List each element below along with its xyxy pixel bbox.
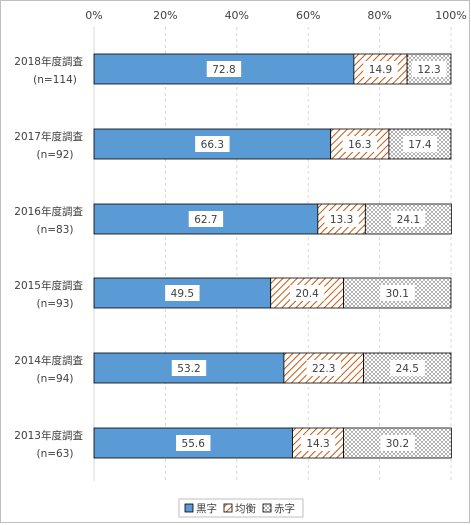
data-label: 16.3: [348, 139, 371, 151]
data-label-box: [165, 285, 200, 301]
data-label: 55.6: [182, 438, 206, 450]
bar-group: 72.8 14.9 12.3 66.3 16.3 17.4 62.7 13.3 24.1 49.5…: [93, 53, 452, 459]
data-label: 12.3: [417, 64, 440, 76]
data-label: 30.1: [386, 288, 409, 300]
data-label: 30.2: [386, 438, 409, 450]
legend-swatch: [262, 503, 272, 513]
data-label-box: [390, 360, 425, 376]
data-label-box: [363, 61, 398, 77]
legend-box: [178, 498, 304, 518]
legend-label: 赤字: [274, 502, 295, 515]
data-label: 66.3: [201, 139, 224, 151]
data-label: 20.4: [295, 288, 319, 300]
data-label-box: [391, 211, 426, 227]
x-tick-label: 100%: [435, 9, 466, 22]
bar-segment: [388, 128, 452, 160]
x-axis-ticks: 0% 20% 40% 60% 80% 100%: [85, 9, 466, 22]
data-label: 49.5: [171, 288, 194, 300]
x-tick-label: 20%: [153, 9, 177, 22]
data-label-box: [324, 211, 359, 227]
x-tick-label: 40%: [225, 9, 249, 22]
data-label: 24.1: [397, 214, 420, 226]
data-label-box: [402, 136, 438, 152]
data-label-box: [380, 435, 415, 451]
category-label: 2013年度調査: [14, 429, 83, 442]
data-label: 62.7: [194, 214, 217, 226]
data-label-box: [289, 285, 325, 301]
data-label-box: [195, 136, 230, 152]
category-sample-size: (n=63): [36, 448, 73, 460]
bar-segment: [93, 128, 332, 160]
legend-label: 黒字: [196, 502, 217, 515]
data-label-box: [411, 61, 447, 77]
category-sample-size: (n=94): [36, 373, 73, 385]
category-label: 2015年度調査: [14, 279, 83, 292]
data-label: 72.8: [212, 64, 235, 76]
category-label: 2017年度調査: [14, 130, 83, 143]
legend-swatch: [184, 503, 194, 513]
data-label: 53.2: [177, 363, 200, 375]
data-label-box: [188, 211, 224, 227]
data-label: 17.4: [408, 139, 432, 151]
data-label-box: [176, 435, 211, 451]
x-tick-label: 80%: [367, 9, 391, 22]
x-tick-label: 0%: [85, 9, 102, 22]
category-sample-size: (n=93): [36, 298, 73, 310]
gridlines: [93, 27, 452, 481]
data-label: 24.5: [396, 363, 419, 375]
legend: 黒字 均衡 赤字: [178, 498, 304, 518]
data-label: 14.3: [306, 438, 329, 450]
category-label: 2014年度調査: [14, 354, 83, 367]
data-label-box: [300, 435, 336, 451]
x-tick-label: 60%: [296, 9, 320, 22]
category-label: 2018年度調査: [14, 55, 83, 68]
category-sample-size: (n=83): [36, 224, 73, 236]
data-label: 13.3: [330, 214, 353, 226]
category-sample-size: (n=114): [33, 74, 77, 86]
data-label: 22.3: [312, 363, 335, 375]
data-label-box: [342, 136, 377, 152]
category-labels: 2018年度調査 (n=114) 2017年度調査 (n=92) 2016年度調査 (n=…: [14, 55, 83, 460]
category-label: 2016年度調査: [14, 205, 83, 218]
data-label-box: [171, 360, 207, 376]
legend-label: 均衡: [235, 503, 256, 515]
data-label-box: [380, 285, 415, 301]
data-label-box: [306, 360, 341, 376]
data-label: 14.9: [369, 64, 392, 76]
category-sample-size: (n=92): [36, 149, 73, 161]
legend-swatch: [223, 503, 233, 513]
data-label-box: [206, 61, 242, 77]
